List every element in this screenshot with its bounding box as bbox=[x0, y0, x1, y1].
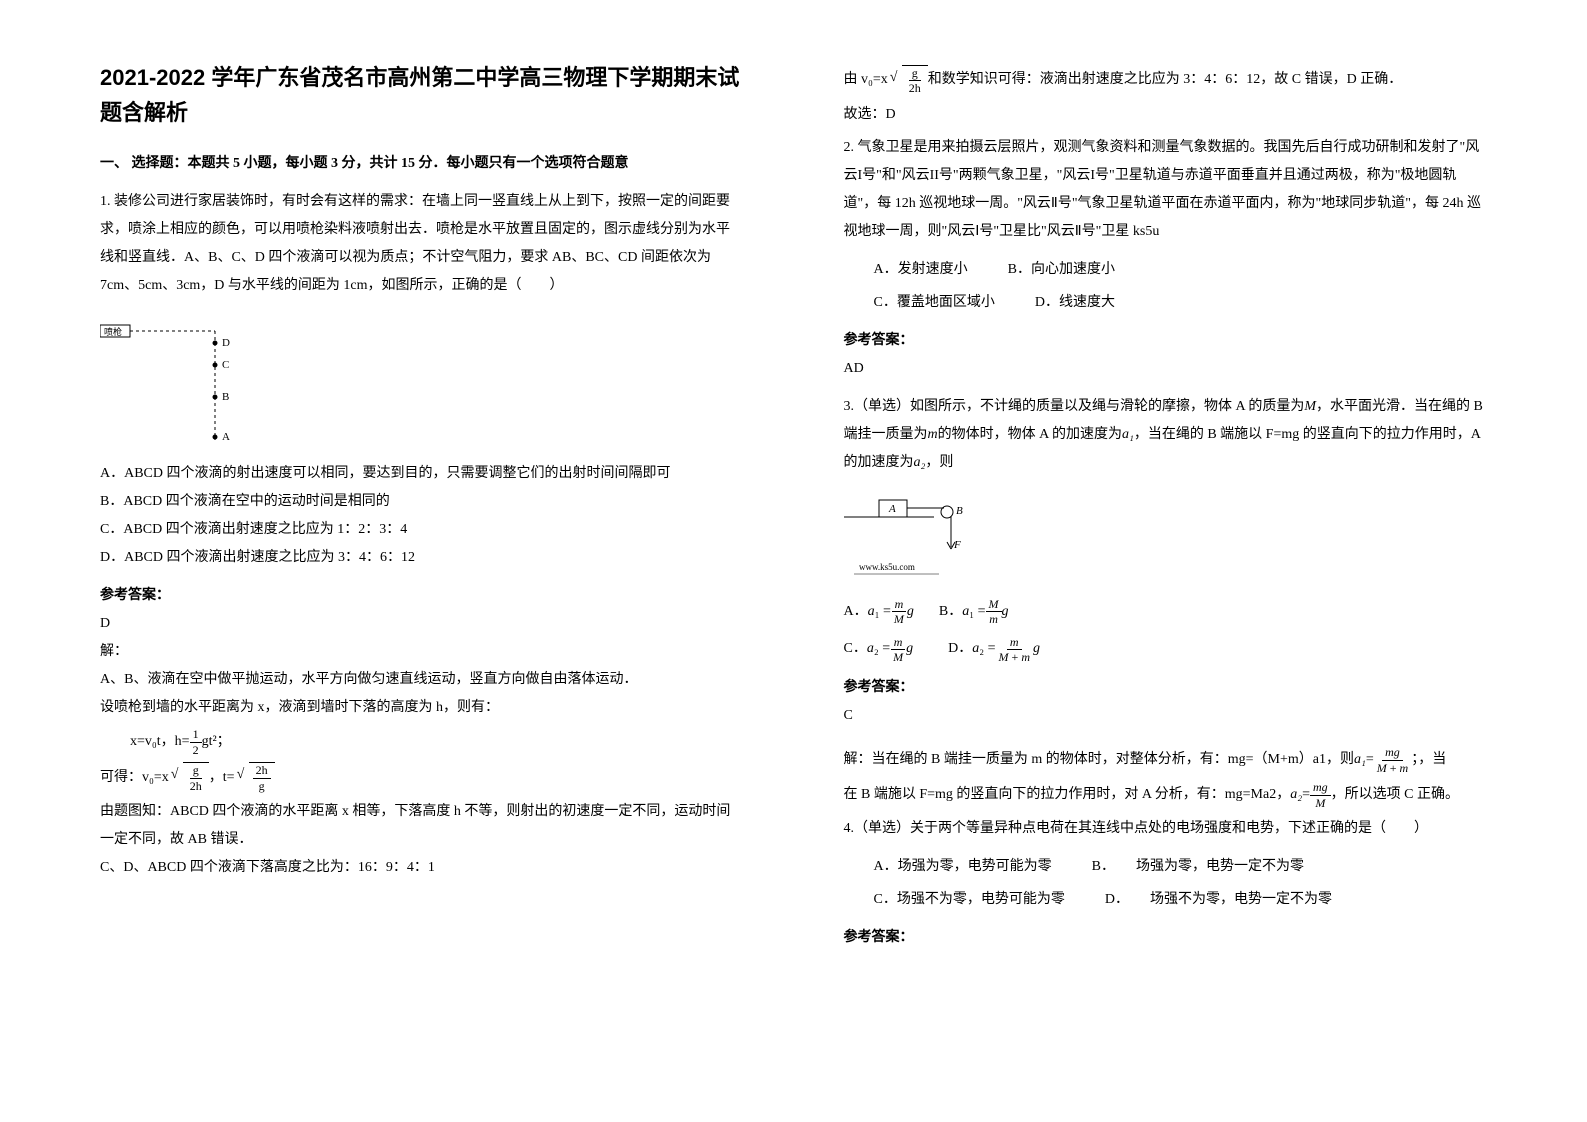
var-m: m bbox=[928, 427, 938, 442]
q2-option-c: C．覆盖地面区域小 bbox=[874, 289, 995, 317]
q2-answer: AD bbox=[844, 355, 1488, 383]
q1-answer: D bbox=[100, 610, 744, 638]
q4-option-a: A．场强为零，电势可能为零 bbox=[874, 853, 1052, 881]
formula-text: 可得：v₀=x bbox=[100, 764, 169, 792]
text: 解：当在绳的 B 端挂一质量为 m 的物体时，对整体分析，有：mg=（M+m）a… bbox=[844, 746, 1354, 774]
svg-text:喷枪: 喷枪 bbox=[104, 326, 122, 337]
q3-answer: C bbox=[844, 702, 1488, 730]
text: ，所以选项 C 正确。 bbox=[1331, 781, 1459, 809]
text: ，则 bbox=[925, 455, 953, 470]
q4-stem: 4.（单选）关于两个等量异种点电荷在其连线中点处的电场强度和电势，下述正确的是（… bbox=[844, 815, 1488, 843]
left-column: 2021-2022 学年广东省茂名市高州第二中学高三物理下学期期末试题含解析 一… bbox=[0, 0, 794, 1122]
q1-option-a: A．ABCD 四个液滴的射出速度可以相同，要达到目的，只需要调整它们的出射时间间… bbox=[100, 460, 744, 488]
col2-line2: 故选：D bbox=[844, 101, 1488, 129]
q3-stem: 3.（单选）如图所示，不计绳的质量以及绳与滑轮的摩擦，物体 A 的质量为M，水平… bbox=[844, 393, 1488, 477]
q3-option-b: B． bbox=[939, 598, 962, 626]
q3-option-c: C． bbox=[844, 635, 867, 663]
formula-text: ，t= bbox=[209, 764, 235, 792]
section-header: 一、 选择题：本题共 5 小题，每小题 3 分，共计 15 分．每小题只有一个选… bbox=[100, 150, 744, 178]
q1-explain-label: 解： bbox=[100, 638, 744, 666]
q1-explain6: C、D、ABCD 四个液滴下落高度之比为：16：9：4：1 bbox=[100, 854, 744, 882]
var-M: M bbox=[1304, 399, 1316, 414]
q2-option-d: D．线速度大 bbox=[1035, 289, 1115, 317]
q4-options: A．场强为零，电势可能为零 B． 场强为零，电势一定不为零 C．场强不为零，电势… bbox=[844, 853, 1488, 914]
var-a1: a₁ bbox=[1122, 427, 1134, 442]
formula-text: x=v₀t，h= bbox=[130, 728, 190, 756]
formula-text: gt²； bbox=[202, 728, 231, 756]
formula-text: 由 v₀=x bbox=[844, 66, 888, 94]
q4-answer-label: 参考答案： bbox=[844, 924, 1488, 952]
q3-option-d: D． bbox=[948, 635, 972, 663]
svg-text:C: C bbox=[222, 359, 229, 371]
q1-option-c: C．ABCD 四个液滴出射速度之比应为 1：2：3：4 bbox=[100, 516, 744, 544]
q3-explain2: 在 B 端施以 F=mg 的竖直向下的拉力作用时，对 A 分析，有：mg=Ma2… bbox=[844, 780, 1488, 810]
q2-options: A．发射速度小 B．向心加速度小 C．覆盖地面区域小 D．线速度大 bbox=[844, 256, 1488, 317]
q1-option-d: D．ABCD 四个液滴出射速度之比应为 3：4：6：12 bbox=[100, 544, 744, 572]
q4-option-d: D． 场强不为零，电势一定不为零 bbox=[1105, 886, 1332, 914]
q2-option-b: B．向心加速度小 bbox=[1008, 256, 1115, 284]
q1-formula1: x=v₀t，h= 12 gt²； bbox=[130, 727, 744, 757]
q3-options-row2: C． a₂ = mMg D． a₂ = mM + mg bbox=[844, 635, 1488, 665]
q3-diagram: A B F www.ks5u.com bbox=[844, 492, 984, 582]
svg-text:A: A bbox=[888, 503, 896, 515]
svg-text:A: A bbox=[222, 431, 230, 443]
text: 3.（单选）如图所示，不计绳的质量以及绳与滑轮的摩擦，物体 A 的质量为 bbox=[844, 399, 1305, 414]
right-column: 由 v₀=x g2h 和数学知识可得：液滴出射速度之比应为 3：4：6：12，故… bbox=[794, 0, 1587, 1122]
q3-option-a: A． bbox=[844, 598, 868, 626]
q1-formula2: 可得：v₀=x g2h ，t= 2hg bbox=[100, 762, 744, 793]
q2-option-a: A．发射速度小 bbox=[874, 256, 968, 284]
q2-answer-label: 参考答案： bbox=[844, 327, 1488, 355]
q2-stem: 2. 气象卫星是用来拍摄云层照片，观测气象资料和测量气象数据的。我国先后自行成功… bbox=[844, 134, 1488, 246]
text: 在 B 端施以 F=mg 的竖直向下的拉力作用时，对 A 分析，有：mg=Ma2… bbox=[844, 781, 1291, 809]
q3-explain1: 解：当在绳的 B 端挂一质量为 m 的物体时，对整体分析，有：mg=（M+m）a… bbox=[844, 745, 1488, 775]
text: 的物体时，物体 A 的加速度为 bbox=[938, 427, 1122, 442]
q1-explain2: 设喷枪到墙的水平距离为 x，液滴到墙时下落的高度为 h，则有： bbox=[100, 694, 744, 722]
svg-text:B: B bbox=[222, 391, 229, 403]
formula-text: 和数学知识可得：液滴出射速度之比应为 3：4：6：12，故 C 错误，D 正确． bbox=[928, 66, 1402, 94]
var-a2: a₂ bbox=[914, 455, 926, 470]
col2-line1: 由 v₀=x g2h 和数学知识可得：液滴出射速度之比应为 3：4：6：12，故… bbox=[844, 65, 1488, 96]
svg-text:F: F bbox=[953, 539, 961, 551]
q1-explain5: 由题图知：ABCD 四个液滴的水平距离 x 相等，下落高度 h 不等，则射出的初… bbox=[100, 798, 744, 854]
svg-text:www.ks5u.com: www.ks5u.com bbox=[859, 562, 915, 572]
q4-option-b: B． 场强为零，电势一定不为零 bbox=[1092, 853, 1304, 881]
q4-option-c: C．场强不为零，电势可能为零 bbox=[874, 886, 1065, 914]
q1-answer-label: 参考答案： bbox=[100, 582, 744, 610]
q3-answer-label: 参考答案： bbox=[844, 674, 1488, 702]
q1-diagram: 喷枪 D C B A bbox=[100, 315, 260, 445]
q3-options-row1: A． a₁ = mMg B． a₁ = Mmg bbox=[844, 597, 1488, 627]
q1-stem: 1. 装修公司进行家居装饰时，有时会有这样的需求：在墙上同一竖直线上从上到下，按… bbox=[100, 188, 744, 300]
text: ；，当 bbox=[1411, 746, 1446, 774]
document-title: 2021-2022 学年广东省茂名市高州第二中学高三物理下学期期末试题含解析 bbox=[100, 60, 744, 130]
svg-text:B: B bbox=[956, 505, 963, 517]
q1-option-b: B．ABCD 四个液滴在空中的运动时间是相同的 bbox=[100, 488, 744, 516]
q1-explain1: A、B、液滴在空中做平抛运动，水平方向做匀速直线运动，竖直方向做自由落体运动． bbox=[100, 666, 744, 694]
svg-text:D: D bbox=[222, 337, 230, 349]
